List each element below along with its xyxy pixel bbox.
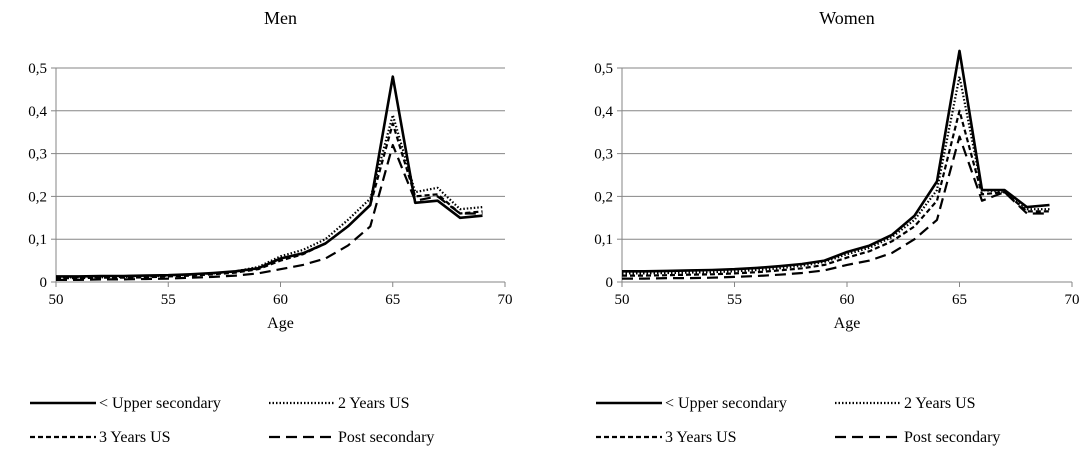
x-axis-label: Age (834, 315, 861, 332)
legend-label: 3 Years US (665, 429, 737, 446)
series-line-post-secondary (56, 143, 483, 281)
y-tick-label: 0,1 (594, 232, 613, 248)
legend-item: Post secondary (269, 429, 434, 446)
series-line-upper-secondary (622, 49, 1050, 273)
x-tick-label: 70 (1065, 292, 1080, 308)
x-tick-label: 60 (840, 292, 855, 308)
y-tick-label: 0,2 (28, 189, 47, 205)
series-line-post-secondary (622, 135, 1050, 280)
y-tick-label: 0,5 (594, 61, 613, 77)
x-tick-label: 65 (385, 292, 400, 308)
y-tick-label: 0,5 (28, 61, 47, 77)
legend-item: 2 Years US (835, 395, 976, 412)
legend-label: 2 Years US (338, 395, 410, 412)
x-tick-label: 50 (615, 292, 630, 308)
legend-item: 3 Years US (30, 429, 171, 446)
legend-item: < Upper secondary (596, 395, 787, 412)
x-tick-label: 50 (49, 292, 64, 308)
x-tick-label: 55 (161, 292, 176, 308)
y-tick-label: 0,1 (28, 232, 47, 248)
legend-label: Post secondary (904, 429, 1000, 446)
x-tick-label: 70 (498, 292, 513, 308)
legend-label: 3 Years US (99, 429, 171, 446)
chart-title: Women (819, 8, 875, 28)
legend-label: < Upper secondary (99, 395, 221, 412)
series-line-3-years-us (56, 122, 483, 280)
y-tick-label: 0 (40, 275, 48, 291)
legend-label: < Upper secondary (665, 395, 787, 412)
legend-label: 2 Years US (904, 395, 976, 412)
legend-label: Post secondary (338, 429, 434, 446)
chart-panel-women: Women 0 0,1 0,2 0,3 0,4 0,5 50 55 60 65 70 Age < Uppe… (594, 8, 1079, 446)
y-tick-label: 0,3 (594, 147, 613, 163)
legend-item: Post secondary (835, 429, 1000, 446)
series-line-3-years-us (622, 109, 1050, 277)
x-axis-label: Age (267, 315, 294, 332)
legend-item: 3 Years US (596, 429, 737, 446)
y-tick-label: 0,3 (28, 147, 47, 163)
chart-title: Men (264, 8, 297, 28)
y-tick-label: 0,4 (594, 104, 613, 120)
legend-item: 2 Years US (269, 395, 410, 412)
series-line-upper-secondary (56, 75, 483, 278)
chart-panel-men: Men 0 0,1 0,2 0,3 0,4 0,5 50 55 60 65 70 Age < Upper … (28, 8, 512, 446)
x-tick-label: 65 (952, 292, 967, 308)
y-tick-label: 0 (606, 275, 614, 291)
x-tick-label: 60 (273, 292, 288, 308)
x-tick-label: 55 (727, 292, 742, 308)
series-line-2-years-us (622, 75, 1050, 275)
legend-item: < Upper secondary (30, 395, 221, 412)
y-tick-label: 0,2 (594, 189, 613, 205)
y-tick-label: 0,4 (28, 104, 47, 120)
